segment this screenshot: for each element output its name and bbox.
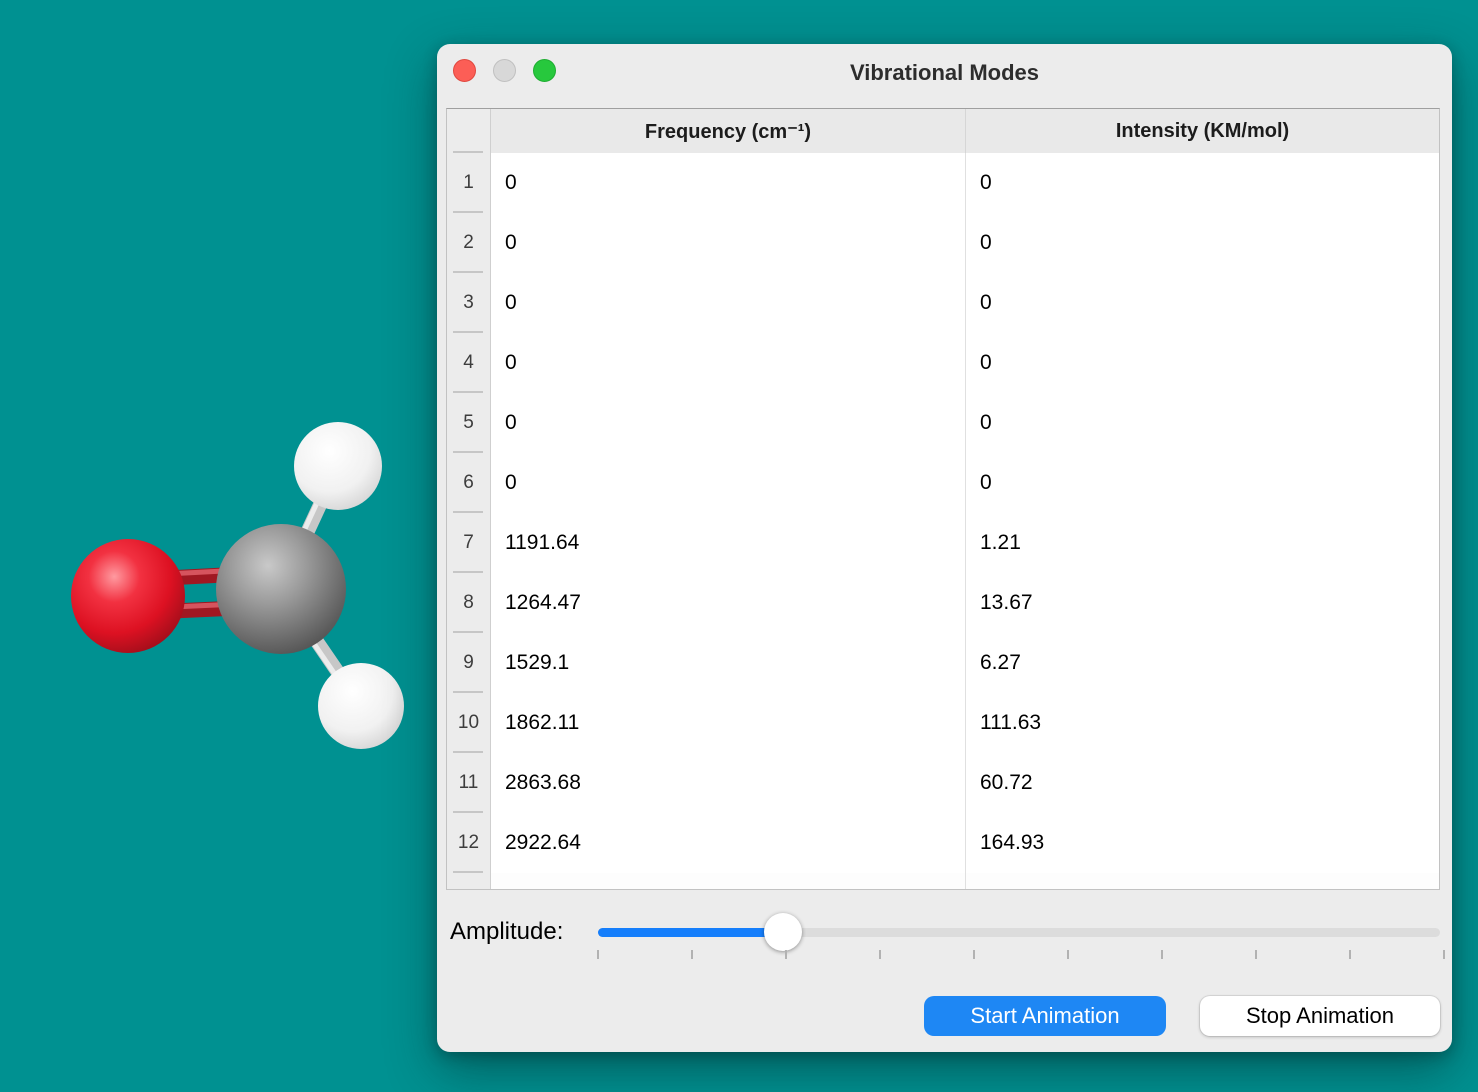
amplitude-slider-track[interactable] (598, 928, 1440, 937)
row-number[interactable]: 4 (447, 333, 491, 393)
intensity-cell[interactable]: 6.27 (965, 633, 1439, 693)
row-number[interactable]: 5 (447, 393, 491, 453)
close-button[interactable] (453, 59, 476, 82)
table-corner-cell (447, 109, 491, 153)
molecule-formaldehyde[interactable] (60, 405, 420, 765)
intensity-cell[interactable]: 60.72 (965, 753, 1439, 813)
partial-row-frequency (491, 873, 965, 889)
intensity-cell[interactable]: 0 (965, 393, 1439, 453)
frequency-cell[interactable]: 1529.1 (491, 633, 965, 693)
row-number[interactable]: 8 (447, 573, 491, 633)
frequency-cell[interactable]: 1862.11 (491, 693, 965, 753)
intensity-cell[interactable]: 1.21 (965, 513, 1439, 573)
row-number[interactable]: 6 (447, 453, 491, 513)
intensity-cell[interactable]: 0 (965, 333, 1439, 393)
frequency-cell[interactable]: 0 (491, 213, 965, 273)
amplitude-slider-fill (598, 928, 784, 937)
row-number[interactable]: 2 (447, 213, 491, 273)
frequency-cell[interactable]: 1264.47 (491, 573, 965, 633)
intensity-cell[interactable]: 0 (965, 453, 1439, 513)
hydrogen-atom-1 (294, 422, 382, 510)
frequency-cell[interactable]: 0 (491, 453, 965, 513)
frequency-cell[interactable]: 1191.64 (491, 513, 965, 573)
frequency-cell[interactable]: 0 (491, 153, 965, 213)
zoom-button[interactable] (533, 59, 556, 82)
row-number[interactable]: 3 (447, 273, 491, 333)
intensity-cell[interactable]: 111.63 (965, 693, 1439, 753)
carbon-atom (216, 524, 346, 654)
partial-row-intensity (965, 873, 1439, 889)
start-animation-button[interactable]: Start Animation (924, 996, 1166, 1036)
intensity-cell[interactable]: 0 (965, 273, 1439, 333)
intensity-cell[interactable]: 0 (965, 153, 1439, 213)
title-bar[interactable]: Vibrational Modes (437, 44, 1452, 102)
frequency-cell[interactable]: 2922.64 (491, 813, 965, 873)
row-number[interactable]: 9 (447, 633, 491, 693)
amplitude-label: Amplitude: (450, 918, 564, 945)
row-number[interactable]: 10 (447, 693, 491, 753)
row-number[interactable]: 12 (447, 813, 491, 873)
intensity-cell[interactable]: 13.67 (965, 573, 1439, 633)
column-header-frequency[interactable]: Frequency (cm⁻¹) (491, 109, 965, 153)
hydrogen-atom-2 (318, 663, 404, 749)
frequency-cell[interactable]: 0 (491, 273, 965, 333)
window-title: Vibrational Modes (849, 60, 1040, 85)
row-number[interactable]: 7 (447, 513, 491, 573)
frequency-cell[interactable]: 2863.68 (491, 753, 965, 813)
intensity-cell[interactable]: 0 (965, 213, 1439, 273)
amplitude-slider-ticks (597, 950, 1445, 959)
frequency-cell[interactable]: 0 (491, 393, 965, 453)
column-header-intensity[interactable]: Intensity (KM/mol) (965, 109, 1439, 153)
oxygen-atom (71, 539, 185, 653)
row-number[interactable]: 11 (447, 753, 491, 813)
stop-animation-button[interactable]: Stop Animation (1200, 996, 1440, 1036)
partial-row-number (447, 873, 491, 889)
amplitude-slider-thumb[interactable] (764, 913, 803, 951)
frequency-cell[interactable]: 0 (491, 333, 965, 393)
minimize-button[interactable] (493, 59, 516, 82)
vibrational-modes-window: Vibrational Modes Frequency (cm⁻¹) Inten… (437, 44, 1452, 1052)
intensity-cell[interactable]: 164.93 (965, 813, 1439, 873)
row-number[interactable]: 1 (447, 153, 491, 213)
